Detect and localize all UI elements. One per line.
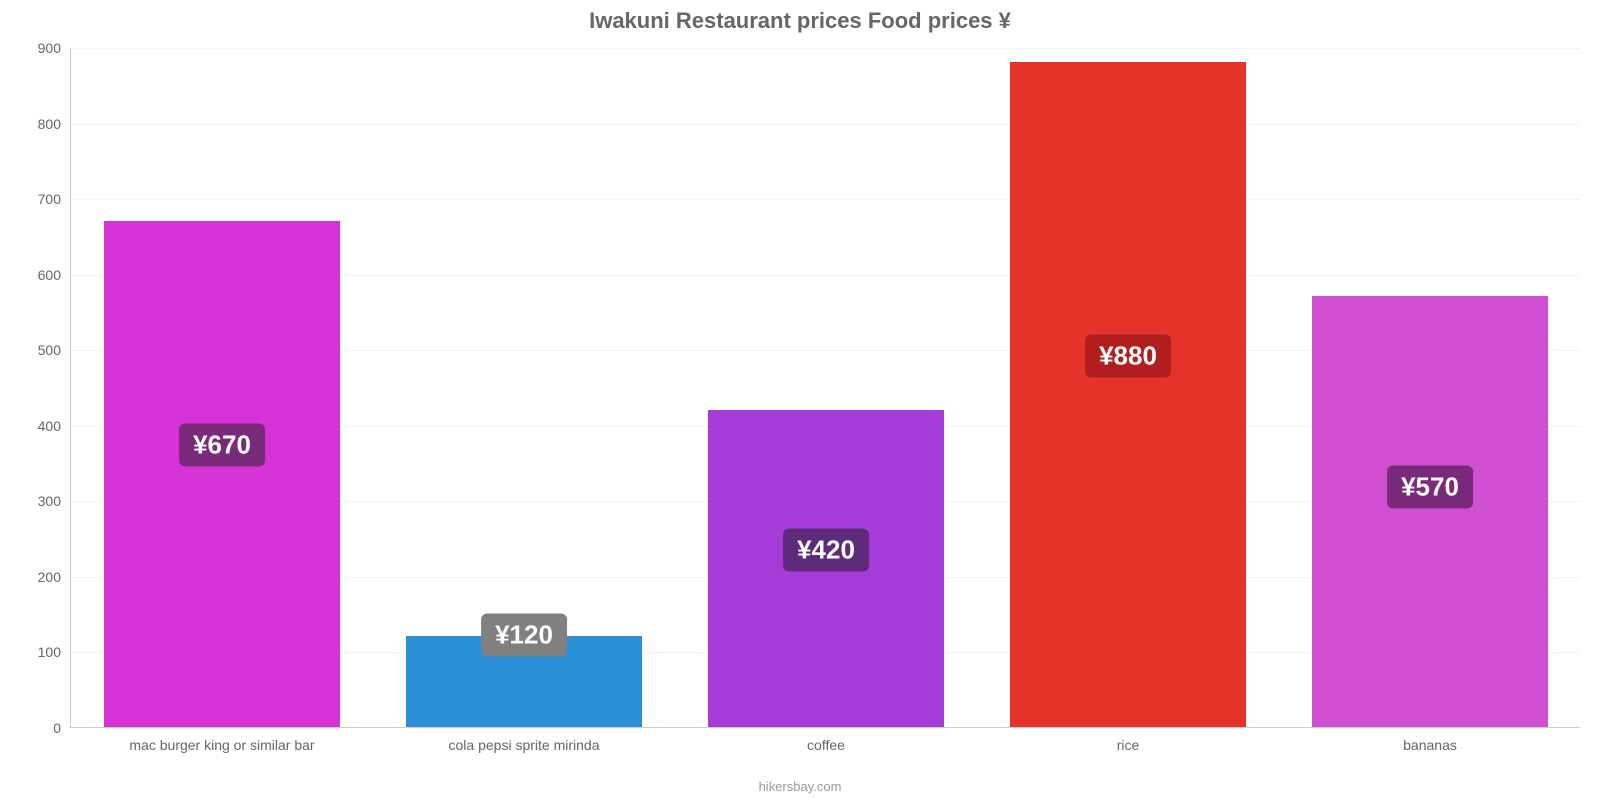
y-tick-label: 700 [38, 191, 71, 207]
value-badge: ¥670 [179, 423, 265, 466]
y-tick-label: 300 [38, 493, 71, 509]
x-tick-label: coffee [807, 727, 845, 753]
bar [104, 221, 340, 727]
bar-slot: ¥420coffee [675, 48, 977, 727]
y-tick-label: 400 [38, 418, 71, 434]
x-tick-label: mac burger king or similar bar [129, 727, 314, 753]
bar-slot: ¥880rice [977, 48, 1279, 727]
bar [1010, 62, 1246, 727]
bar-slot: ¥570bananas [1279, 48, 1581, 727]
bar-slot: ¥670mac burger king or similar bar [71, 48, 373, 727]
x-tick-label: cola pepsi sprite mirinda [449, 727, 600, 753]
chart-title: Iwakuni Restaurant prices Food prices ¥ [0, 8, 1600, 34]
x-tick-label: rice [1117, 727, 1140, 753]
y-tick-label: 500 [38, 342, 71, 358]
source-label: hikersbay.com [0, 779, 1600, 794]
y-tick-label: 800 [38, 116, 71, 132]
x-tick-label: bananas [1403, 727, 1457, 753]
y-tick-label: 900 [38, 40, 71, 56]
bar-slot: ¥120cola pepsi sprite mirinda [373, 48, 675, 727]
value-badge: ¥570 [1387, 465, 1473, 508]
y-tick-label: 100 [38, 644, 71, 660]
plot-area: 0100200300400500600700800900¥670mac burg… [70, 48, 1580, 728]
value-badge: ¥120 [481, 614, 567, 657]
y-tick-label: 0 [53, 720, 71, 736]
price-bar-chart: Iwakuni Restaurant prices Food prices ¥ … [0, 0, 1600, 800]
value-badge: ¥420 [783, 529, 869, 572]
y-tick-label: 600 [38, 267, 71, 283]
bar [1312, 296, 1548, 727]
y-tick-label: 200 [38, 569, 71, 585]
value-badge: ¥880 [1085, 334, 1171, 377]
